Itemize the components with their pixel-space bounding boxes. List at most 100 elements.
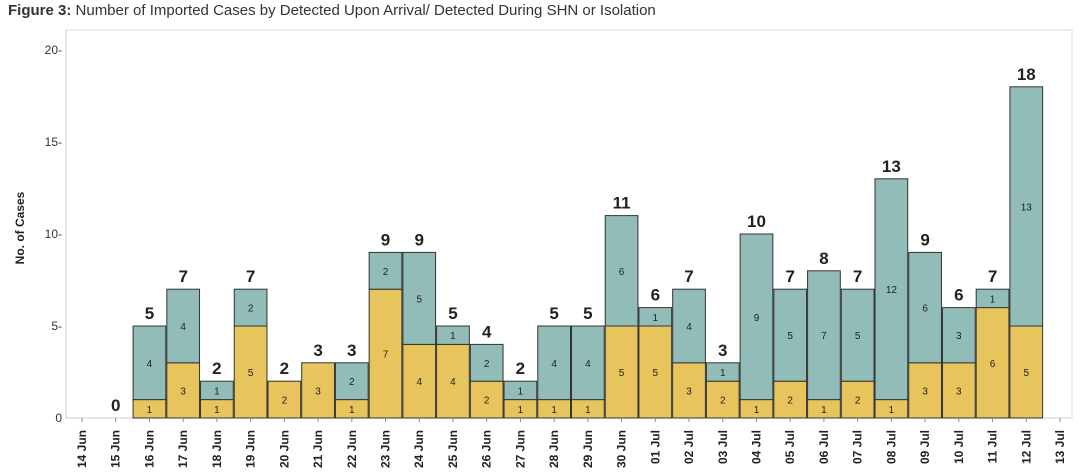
bar-segment-shn (334, 362, 369, 401)
bar-total-label: 7 (853, 267, 862, 286)
bar-segment-label: 5 (248, 368, 254, 379)
bar-segment-shn (941, 307, 976, 364)
bar-segment-shn (840, 288, 875, 382)
bar-segment-label: 5 (855, 331, 861, 342)
x-tick-label: 04 Jul (749, 430, 763, 464)
y-ticks: 0 5- 10- 15- 20- (45, 43, 63, 425)
bar-segment-shn (672, 288, 706, 364)
x-tick-label: 19 Jun (244, 430, 258, 468)
x-tick-label: 05 Jul (783, 430, 797, 464)
bar-total-label: 8 (819, 249, 828, 268)
bar-segment-shn (436, 325, 470, 345)
bar-segment-label: 1 (147, 405, 153, 416)
bar-segment-shn (233, 288, 268, 327)
bar-segment-arrival (166, 362, 201, 419)
bar-segment-label: 12 (886, 285, 898, 296)
bar-segment-arrival (436, 343, 470, 419)
bar-total-label: 9 (381, 230, 390, 249)
bar-total-label: 9 (415, 230, 424, 249)
x-tick-label: 07 Jul (851, 430, 865, 464)
bar-segment-label: 3 (180, 386, 186, 397)
bar-total-label: 9 (920, 230, 929, 249)
bar-total-label: 6 (954, 286, 963, 305)
y-tick-label: 15- (45, 135, 62, 149)
y-axis-title: No. of Cases (13, 191, 27, 264)
bar-segment-label: 4 (147, 359, 153, 370)
bar-segment-label: 1 (889, 405, 895, 416)
bar-total-label: 5 (145, 304, 154, 323)
x-tick-label: 22 Jun (345, 430, 359, 468)
bar-segment-arrival (908, 362, 942, 419)
bar-segment-shn (739, 233, 774, 401)
x-tick-label: 01 Jul (648, 430, 662, 464)
y-tick-label: 5- (51, 319, 62, 333)
bar-total-label: 7 (684, 267, 693, 286)
bar-segment-shn (571, 325, 605, 401)
bar-segment-shn (874, 178, 909, 401)
bar-segment-arrival (638, 325, 673, 419)
x-tick-label: 13 Jul (1053, 430, 1067, 464)
bar-segment-label: 5 (653, 368, 659, 379)
x-tick-label: 06 Jul (817, 430, 831, 464)
x-tick-label: 08 Jul (884, 430, 898, 464)
bar-segment-label: 1 (653, 313, 659, 324)
bar-segment-label: 6 (619, 267, 625, 278)
bar-segment-shn (807, 270, 841, 401)
bar-segment-label: 3 (956, 331, 962, 342)
bar-segment-shn (503, 380, 538, 401)
bar-total-label: 2 (280, 359, 289, 378)
bar-segment-label: 5 (787, 331, 793, 342)
x-tick-label: 21 Jun (311, 430, 325, 468)
bar-segment-shn (132, 325, 167, 401)
bar-segment-label: 4 (686, 322, 692, 333)
y-tick-label: 0 (55, 411, 62, 425)
bar-total-label: 18 (1017, 65, 1036, 84)
figure-title: Number of Imported Cases by Detected Upo… (75, 2, 656, 19)
bar-total-label: 5 (583, 304, 592, 323)
bar-segment-label: 2 (484, 396, 490, 407)
x-tick-label: 11 Jul (986, 430, 1000, 463)
bar-segment-arrival (975, 307, 1010, 419)
bar-total-label: 7 (988, 267, 997, 286)
bar-segment-arrival (705, 380, 740, 419)
bar-segment-arrival (301, 362, 335, 419)
bar-segment-label: 3 (956, 386, 962, 397)
bar-segment-label: 2 (349, 377, 355, 388)
bar-segment-label: 3 (315, 386, 321, 397)
bar-segment-label: 4 (180, 322, 186, 333)
bar-total-label: 10 (747, 212, 766, 231)
bar-segment-arrival (840, 380, 875, 419)
bar-segment-shn (705, 362, 740, 382)
x-tick-label: 26 Jun (480, 430, 494, 468)
bar-total-label: 5 (448, 304, 457, 323)
x-tick-label: 16 Jun (142, 430, 156, 468)
bar-segment-label: 4 (450, 377, 456, 388)
bar-total-label: 6 (651, 286, 660, 305)
bar-total-label: 3 (313, 341, 322, 360)
chart-title: Figure 3: Number of Imported Cases by De… (8, 2, 656, 19)
x-tick-label: 27 Jun (513, 430, 527, 468)
bar-segment-label: 1 (349, 405, 355, 416)
bar-segment-label: 1 (518, 405, 524, 416)
bar-segment-shn (1009, 86, 1044, 327)
bar-segment-label: 3 (922, 386, 928, 397)
bar-segment-label: 1 (754, 405, 760, 416)
bar-total-label: 0 (111, 396, 120, 415)
bar-segment-label: 2 (720, 396, 726, 407)
bar-segment-shn (368, 251, 403, 290)
bar-segment-arrival (1009, 325, 1044, 419)
bar-segment-label: 9 (754, 313, 760, 324)
x-tick-label: 15 Jun (109, 430, 123, 468)
bar-segment-label: 2 (282, 396, 288, 407)
bar-segment-label: 4 (551, 359, 557, 370)
bar-segment-shn (402, 251, 437, 345)
bar-total-label: 7 (785, 267, 794, 286)
x-tick-label: 24 Jun (412, 430, 426, 468)
bar-segment-label: 2 (383, 267, 389, 278)
bar-segment-shn (604, 215, 639, 327)
bar-segment-arrival (368, 288, 403, 419)
x-tick-label: 28 Jun (547, 430, 561, 468)
bar-segment-shn (200, 380, 234, 401)
x-tick-labels: 14 Jun 15 Jun 16 Jun 17 Jun 18 Jun 19 Jun 20 J… (75, 418, 1067, 468)
bar-segment-label: 1 (821, 405, 827, 416)
